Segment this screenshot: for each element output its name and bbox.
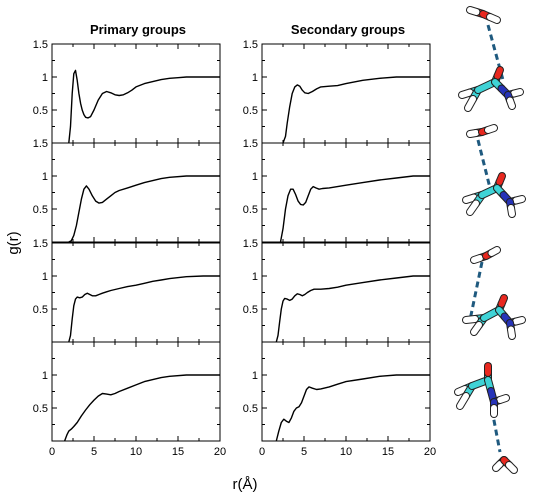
bond-stick (471, 255, 483, 263)
bond-stick (455, 386, 468, 395)
panel-r1-secondary: 0.5 1 1.5 (243, 39, 431, 144)
y-tick-label-r4-primary: 0.5 (33, 403, 48, 415)
bond-stick (459, 89, 473, 98)
y-tick-label-r1-primary: 1.5 (33, 39, 48, 51)
hydrogen-bond-dashed (490, 409, 502, 453)
panel-r1-primary: 0.5 1 1.5 (33, 39, 221, 144)
y-tick-label-r3-primary: 0.5 (33, 304, 48, 316)
bond-stick (508, 205, 515, 217)
bond-stick (463, 194, 477, 203)
x-tick-label-r4-secondary: 20 (424, 446, 436, 458)
molecule-3 (462, 246, 526, 340)
y-tick-label-r1-secondary: 1 (252, 72, 258, 84)
bond-stick (513, 317, 525, 325)
column-title-primary: Primary groups (90, 22, 186, 37)
bond-stick (487, 14, 500, 23)
bond-stick (467, 7, 480, 15)
y-tick-label-r2-secondary: 0.5 (243, 204, 258, 216)
bond-stick (496, 173, 505, 185)
panel-frame-r2-primary (51, 142, 221, 243)
bond-stick (467, 130, 479, 137)
bond-stick (498, 295, 507, 307)
panel-r2-secondary: 0.5 1 1.5 (243, 138, 431, 243)
x-axis-label: r(Å) (233, 476, 258, 493)
panel-frame-r4-secondary (261, 341, 431, 442)
rdf-curve-r3-primary (68, 275, 220, 343)
panel-r4-primary: 0.510 5 10 15 20 (33, 341, 226, 458)
molecule-4 (454, 362, 518, 474)
y-tick-label-r2-primary: 1.5 (33, 138, 48, 150)
bond-stick (508, 326, 515, 339)
bond-stick (463, 316, 478, 323)
x-tick-label-r4-secondary: 5 (301, 446, 307, 458)
rdf-curve-r2-secondary (279, 175, 430, 243)
y-tick-label-r4-secondary: 1 (252, 370, 258, 382)
y-tick-label-r4-primary: 1 (42, 370, 48, 382)
y-tick-label-r1-primary: 0.5 (33, 105, 48, 117)
bond-stick (497, 395, 509, 403)
y-tick-label-r1-primary: 1 (42, 72, 48, 84)
bond-stick (494, 67, 503, 79)
rdf-curve-r4-primary (63, 374, 220, 442)
bond-stick (493, 461, 503, 471)
y-tick-label-r1-secondary: 0.5 (243, 105, 258, 117)
panel-frame-r3-secondary (261, 242, 431, 343)
bond-stick (507, 97, 515, 109)
x-tick-label-r4-primary: 0 (49, 446, 55, 458)
rdf-curve-r1-secondary (282, 76, 430, 144)
x-tick-label-r4-secondary: 10 (340, 446, 352, 458)
panel-frame-r4-primary (51, 341, 221, 442)
x-tick-label-r4-primary: 10 (130, 446, 142, 458)
bond-stick (511, 89, 523, 97)
y-tick-label-r3-primary: 1 (42, 271, 48, 283)
bond-stick (471, 322, 482, 335)
bond-stick (467, 200, 479, 215)
bond-stick (513, 196, 525, 204)
bond-stick (485, 125, 497, 133)
rdf-curve-r4-secondary (275, 374, 430, 442)
y-tick-label-r3-secondary: 0.5 (243, 304, 258, 316)
x-tick-label-r4-secondary: 15 (382, 446, 394, 458)
y-tick-label-r1-secondary: 1.5 (243, 39, 258, 51)
y-tick-label-r2-primary: 0.5 (33, 204, 48, 216)
y-tick-label-r3-primary: 1.5 (33, 238, 48, 250)
rdf-curve-r3-secondary (275, 275, 430, 343)
panel-r2-primary: 0.5 1 1.5 (33, 138, 221, 243)
bond-stick (488, 247, 500, 256)
panel-frame-r3-primary (51, 242, 221, 343)
panel-frame-r2-secondary (261, 142, 431, 243)
molecule-2 (462, 124, 526, 218)
bond-stick (465, 96, 476, 111)
panel-r3-primary: 0.5 1 1.5 (33, 238, 221, 343)
hydrogen-bond-dashed (468, 261, 484, 321)
y-tick-label-r3-secondary: 1 (252, 271, 258, 283)
bond-stick (506, 462, 517, 473)
y-tick-label-r3-secondary: 1.5 (243, 238, 258, 250)
y-tick-label-r2-secondary: 1 (252, 171, 258, 183)
panel-grid: 0.5 1 1.5 0.5 1 1.5 0.5 1 1.5 0.5 1 1.5 0.5 1 1.5 0.5 1 1… (33, 39, 436, 458)
molecule-1 (458, 6, 524, 112)
x-tick-label-r4-primary: 20 (214, 446, 226, 458)
panel-r3-secondary: 0.5 1 1.5 (243, 238, 431, 343)
rdf-curve-r2-primary (68, 175, 220, 243)
y-tick-label-r2-secondary: 1.5 (243, 138, 258, 150)
x-tick-label-r4-secondary: 0 (259, 446, 265, 458)
x-tick-label-r4-primary: 15 (172, 446, 184, 458)
bond-stick (457, 393, 469, 409)
x-tick-label-r4-primary: 5 (91, 446, 97, 458)
panel-frame-r1-primary (51, 43, 221, 144)
molecule-illustrations (454, 6, 526, 474)
column-title-secondary: Secondary groups (291, 22, 405, 37)
y-tick-label-r2-primary: 1 (42, 171, 48, 183)
rdf-curve-r1-primary (68, 69, 220, 144)
y-tick-label-r4-secondary: 0.5 (243, 403, 258, 415)
panel-r4-secondary: 0.510 5 10 15 20 (243, 341, 436, 458)
y-axis-label: g(r) (5, 231, 22, 254)
